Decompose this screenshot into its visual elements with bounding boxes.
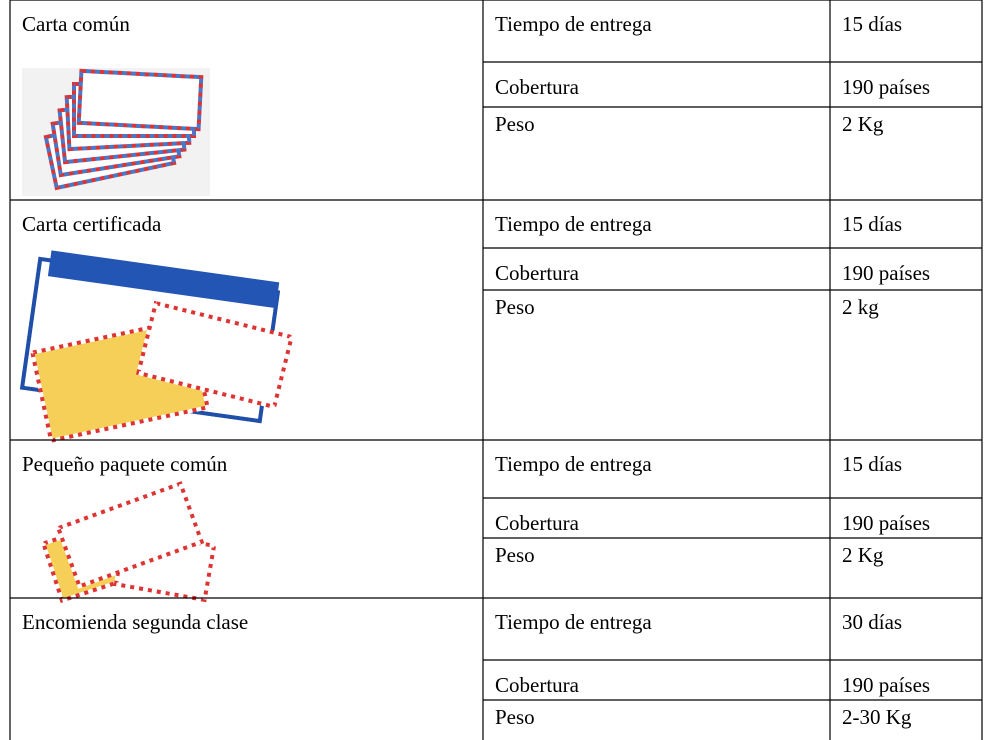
detail-label: Tiempo de entrega [495,212,652,236]
detail-value: 30 días [842,610,903,634]
detail-value: 2-30 Kg [842,705,912,729]
detail-label: Peso [495,112,535,136]
detail-value: 190 países [842,673,931,697]
detail-value: 190 países [842,511,931,535]
detail-value: 15 días [842,12,903,36]
detail-label: Cobertura [495,511,579,535]
service-image [22,68,210,196]
envelope-border [55,481,205,589]
service-image [19,250,295,444]
envelope [76,68,204,132]
detail-label: Tiempo de entrega [495,610,652,634]
service-name: Carta certificada [22,212,162,236]
detail-value: 190 países [842,261,931,285]
envelope-border [76,68,204,132]
envelope-border [135,300,295,410]
envelope-body [76,68,204,132]
banner [47,250,280,309]
envelope [55,481,205,589]
detail-value: 2 kg [842,295,879,319]
service-name: Carta común [22,12,130,36]
detail-label: Peso [495,543,535,567]
detail-value: 15 días [842,452,903,476]
service-image [40,481,217,604]
service-name: Pequeño paquete común [22,452,228,476]
detail-label: Cobertura [495,261,579,285]
detail-label: Cobertura [495,75,579,99]
detail-label: Peso [495,295,535,319]
detail-value: 2 Kg [842,112,884,136]
detail-label: Peso [495,705,535,729]
detail-label: Tiempo de entrega [495,452,652,476]
service-name: Encomienda segunda clase [22,610,249,634]
detail-value: 2 Kg [842,543,884,567]
detail-label: Cobertura [495,673,579,697]
envelope [135,300,295,410]
detail-value: 15 días [842,212,903,236]
detail-value: 190 países [842,75,931,99]
detail-label: Tiempo de entrega [495,12,652,36]
